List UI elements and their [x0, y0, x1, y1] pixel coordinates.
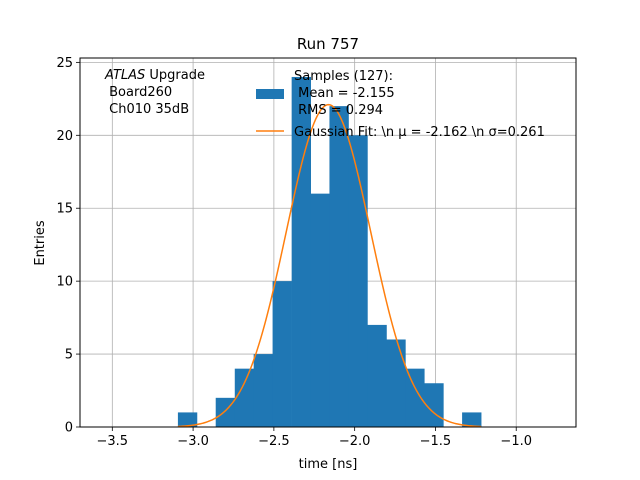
- histogram-bar: [405, 368, 425, 427]
- y-tick-label: 5: [65, 348, 73, 363]
- plot-frame: [79, 57, 577, 428]
- legend: Samples (127): Mean = -2.155 RMS = 0.294…: [256, 69, 545, 140]
- histogram-bar: [310, 193, 330, 427]
- histogram-bar: [177, 412, 198, 427]
- y-tick-label: 0: [65, 421, 73, 436]
- histogram-bar: [291, 76, 311, 427]
- y-tick-label: 25: [56, 56, 73, 71]
- histogram-bar: [234, 368, 255, 427]
- x-tick-label: −1.0: [500, 434, 532, 449]
- x-axis-ticks: −3.5 −3.0 −2.5 −2.0 −1.5 −1.0: [97, 427, 532, 449]
- histogram-bar: [367, 324, 387, 427]
- legend-fit-label: Gaussian Fit: \n μ = -2.162 \n σ=0.261: [294, 125, 545, 140]
- y-tick-label: 10: [56, 275, 73, 290]
- y-tick-label: 20: [56, 129, 73, 144]
- x-tick-label: −2.0: [339, 434, 371, 449]
- histogram-bar: [253, 354, 274, 427]
- histogram-bar: [386, 339, 406, 427]
- chart-title: Run 757: [297, 35, 359, 53]
- upgrade-label: Upgrade: [145, 68, 205, 83]
- x-axis-label: time [ns]: [299, 457, 358, 472]
- x-tick-label: −2.5: [258, 434, 290, 449]
- fit-curve: [177, 103, 482, 428]
- channel-label: Ch010 35dB: [105, 102, 189, 117]
- x-tick-label: −1.5: [420, 434, 452, 449]
- legend-rms-label: RMS = 0.294: [294, 103, 383, 118]
- atlas-annotation: ATLAS Upgrade Board260 Ch010 35dB: [104, 68, 205, 117]
- histogram-bar: [329, 106, 349, 427]
- x-tick-label: −3.0: [177, 434, 209, 449]
- gaussian-fit: [177, 103, 482, 428]
- svg-text:ATLAS Upgrade: ATLAS Upgrade: [104, 68, 205, 83]
- legend-histogram-label: Samples (127):: [294, 69, 393, 84]
- histogram-bars: [177, 76, 482, 427]
- histogram-bar: [462, 412, 482, 427]
- y-axis-label: Entries: [33, 220, 48, 266]
- legend-mean-label: Mean = -2.155: [294, 86, 395, 101]
- x-tick-label: −3.5: [97, 434, 129, 449]
- histogram-bar: [272, 281, 292, 427]
- board-label: Board260: [105, 85, 172, 100]
- legend-histogram-swatch: [256, 89, 284, 99]
- y-tick-label: 15: [56, 202, 73, 217]
- atlas-label: ATLAS: [104, 68, 145, 83]
- y-axis-ticks: 0 5 10 15 20 25: [56, 56, 80, 436]
- histogram-bar: [348, 135, 368, 427]
